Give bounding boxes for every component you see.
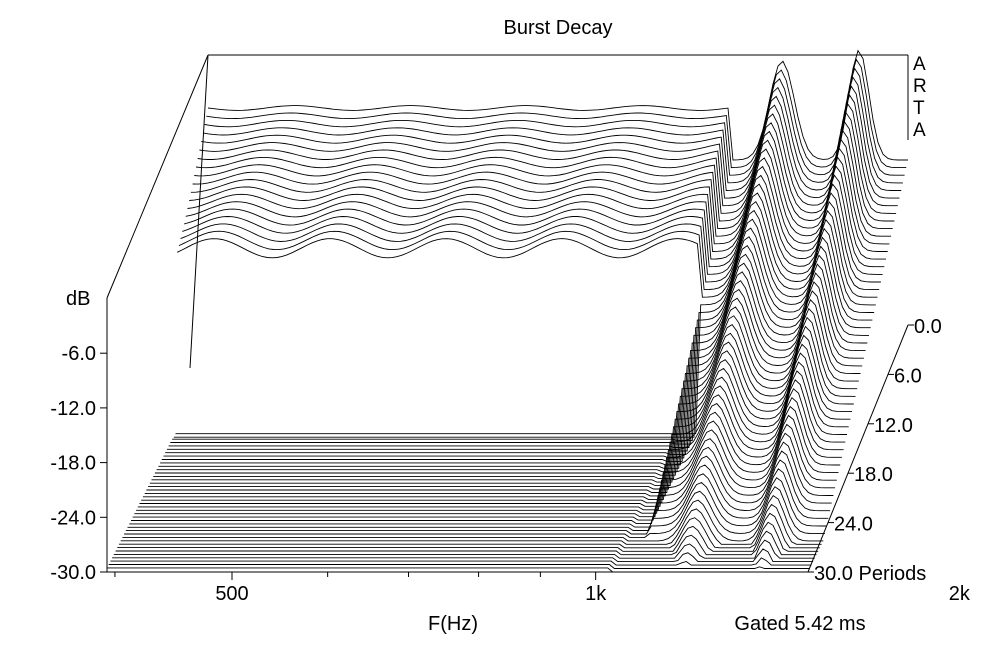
decay-slice-line [199,94,900,199]
decay-slice-line [180,192,881,283]
z-tick-label: 30.0 Periods [814,563,926,585]
y-tick-label: -6.0 [62,343,96,365]
decay-slice-line [161,290,863,462]
decay-slice-line [117,521,819,552]
gated-note: Gated 5.42 ms [734,613,865,635]
decay-slice-line [175,218,876,435]
decay-slice-line [194,120,895,222]
y-tick-label: -24.0 [50,507,96,529]
chart-title: Burst Decay [504,17,613,39]
decay-slice-line [134,432,836,518]
decay-slice-line [165,272,866,455]
x-tick-label: 2k [949,583,971,605]
decay-slice-line [201,85,902,191]
decay-slice-line [115,530,817,556]
decay-slice-line [110,557,812,566]
decay-slice-line [173,227,875,438]
decay-slice-line [197,102,898,207]
decay-slice-line [139,405,841,507]
x-tick-label: 500 [215,583,248,605]
decay-slice-line [187,156,888,252]
depth-axis [807,324,909,573]
decay-slice-line [190,138,892,237]
decay-slice-line [131,450,832,525]
z-tick-label: 12.0 [874,415,913,437]
decay-slice-line [108,564,810,569]
decay-slice-line [149,352,851,487]
decay-slice-line [170,245,871,445]
decay-slice-line [136,423,837,514]
decay-slice-line [146,370,847,493]
decay-slice-line [129,459,830,528]
decay-slice-line [112,548,814,563]
z-tick-label: 18.0 [854,464,893,486]
decay-slice-line [120,503,822,545]
side-top-edge [106,54,209,299]
decay-slice-line [163,281,864,459]
decay-slice-line [185,165,886,260]
back-left-edge [189,54,209,369]
decay-slice-line [182,183,883,275]
z-tick-label: 24.0 [834,514,873,536]
x-ticks: 5001k2k5k10k [114,572,971,605]
decay-slice-line [158,307,859,469]
decay-slice-line [132,441,834,521]
decay-slice-line [107,567,808,573]
y-tick-label: -12.0 [50,398,96,420]
decay-slice-line [168,254,869,448]
y-tick-label: -30.0 [50,562,96,584]
decay-slice-line [125,477,827,535]
decay-slice-line [178,200,880,291]
y-tick-label: -18.0 [50,453,96,475]
decay-slice-line [189,147,890,245]
z-tick-label: 6.0 [894,365,922,387]
decay-slice-line [204,67,905,176]
x-tick-label: 1k [585,583,607,605]
decay-slice-line [177,209,878,298]
decay-slice-line [166,263,868,452]
y-axis-label: dB [66,288,90,310]
decay-slice-line [119,512,820,549]
decay-slice-line [202,76,903,184]
decay-slice-line [172,236,873,442]
decay-slice-line [127,468,829,531]
decay-slice-line [141,396,842,504]
x-axis-label: F(Hz) [428,613,478,635]
decay-slice-line [151,343,853,483]
y-ticks: -6.0 -12.0 -18.0 -24.0 -30.0 [50,343,107,584]
decay-slice-line [154,325,856,476]
decay-slice-line [137,414,839,511]
decay-slice-line [122,494,824,542]
decay-slice-line [124,486,825,538]
decay-slice-line [207,49,908,161]
decay-slice-line [113,539,815,559]
decay-slices [107,49,908,573]
decay-slice-line [183,174,885,268]
decay-slice-line [206,58,907,169]
z-ticks: 0.0 6.0 12.0 18.0 24.0 30.0 Periods [808,316,942,585]
decay-slice-line [195,111,897,214]
decay-slice-line [144,379,846,497]
z-tick-label: 0.0 [914,316,942,338]
decay-slice-line [160,298,861,466]
decay-slice-line [148,361,849,490]
decay-slice-line [156,316,858,473]
decay-slice-line [153,334,854,480]
decay-slice-line [142,388,844,500]
decay-slice-line [192,129,893,230]
